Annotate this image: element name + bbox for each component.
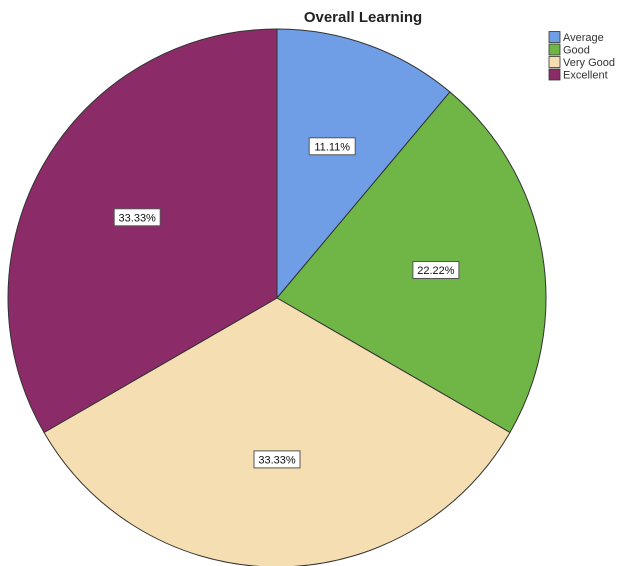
legend-item-excellent: Excellent bbox=[549, 69, 608, 82]
legend-label-very-good: Very Good bbox=[563, 57, 615, 69]
slice-label-text: 33.33% bbox=[258, 454, 296, 466]
legend-swatch-good bbox=[549, 44, 560, 55]
legend-swatch-excellent bbox=[549, 69, 560, 80]
legend-swatch-very-good bbox=[549, 57, 560, 68]
chart-title: Overall Learning bbox=[304, 9, 422, 26]
slice-label-excellent: 33.33% bbox=[114, 209, 160, 226]
slice-label-good: 22.22% bbox=[413, 262, 459, 279]
legend-swatch-average bbox=[549, 32, 560, 43]
legend-label-average: Average bbox=[563, 32, 604, 44]
slice-label-text: 11.11% bbox=[314, 141, 350, 153]
slice-label-text: 22.22% bbox=[417, 265, 455, 277]
legend-label-good: Good bbox=[563, 45, 590, 57]
slice-label-average: 11.11% bbox=[309, 138, 355, 155]
legend-item-very-good: Very Good bbox=[549, 57, 615, 70]
legend-item-good: Good bbox=[549, 44, 590, 57]
pie-slices bbox=[8, 29, 546, 566]
legend-item-average: Average bbox=[549, 32, 604, 45]
legend-label-excellent: Excellent bbox=[563, 70, 608, 82]
slice-label-very-good: 33.33% bbox=[254, 451, 300, 468]
slice-label-text: 33.33% bbox=[119, 212, 157, 224]
